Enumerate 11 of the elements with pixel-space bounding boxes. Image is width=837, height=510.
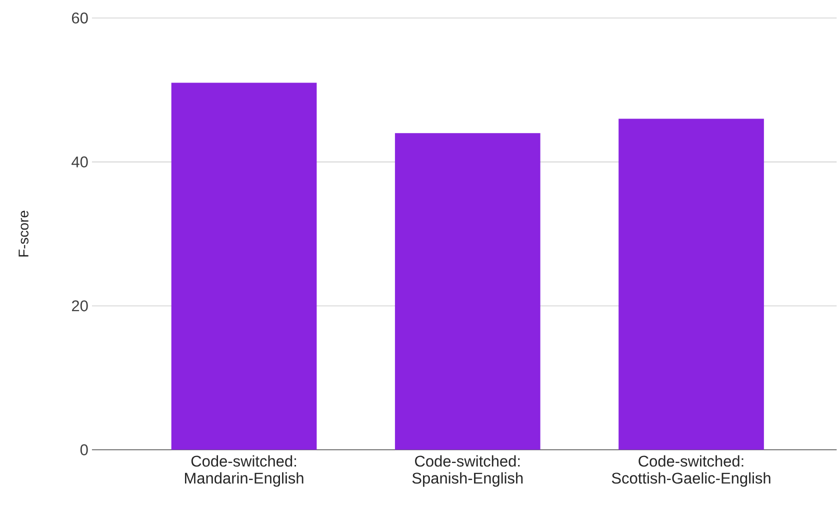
y-tick-label: 40 — [72, 156, 88, 168]
y-tick-label: 60 — [72, 12, 88, 24]
bar — [618, 118, 764, 450]
x-tick-label: Code-switched: Spanish-English — [412, 455, 523, 487]
x-tick-label: Code-switched: Scottish-Gaelic-English — [612, 455, 770, 487]
bar — [171, 82, 317, 450]
y-tick-label: 0 — [80, 444, 88, 456]
bar — [394, 133, 540, 450]
y-tick-label: 20 — [72, 300, 88, 312]
x-tick-label: Code-switched: Mandarin-English — [185, 455, 304, 487]
y-axis-title: F-score — [18, 210, 28, 257]
